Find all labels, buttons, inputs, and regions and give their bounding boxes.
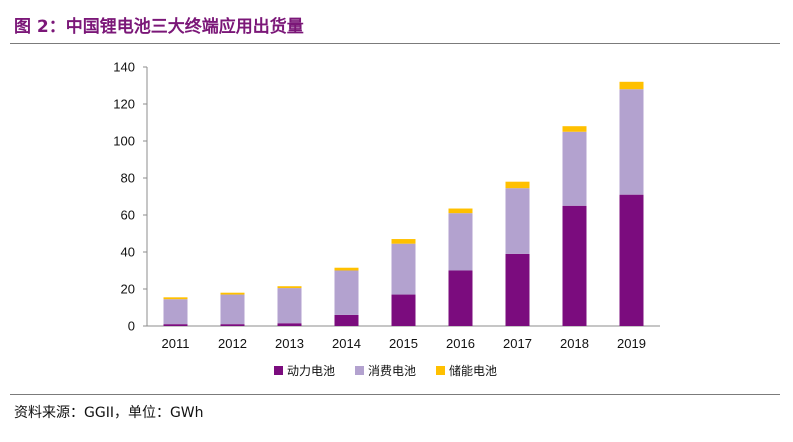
bar-segment (448, 213, 473, 271)
x-tick-label: 2019 (617, 336, 646, 351)
bar-segment (220, 324, 245, 326)
bar-segment (277, 286, 302, 289)
bar-segment (619, 81, 644, 90)
bar-segment (334, 267, 359, 271)
bar-segment (505, 188, 530, 254)
bar-segment (220, 292, 245, 295)
bar-segment (163, 297, 188, 300)
x-tick-label: 2018 (560, 336, 589, 351)
bar-segment (391, 239, 416, 244)
bottom-rule (10, 394, 780, 395)
bar-segment (220, 294, 245, 325)
bar-segment (505, 181, 530, 189)
bar-segment (562, 131, 587, 206)
bar-segment (334, 314, 359, 326)
bar-segment (391, 243, 416, 295)
x-tick-label: 2016 (446, 336, 475, 351)
x-tick-label: 2011 (162, 336, 190, 351)
y-tick-label: 60 (121, 208, 135, 223)
bar-segment (619, 194, 644, 326)
bar-segment (562, 205, 587, 326)
bar-segment (619, 89, 644, 195)
plot-area: 0 20 40 60 80 100 120 140 2011 2012 2013 2014 2015 20… (113, 60, 660, 351)
legend: 动力电池 消费电池 储能电池 (274, 363, 497, 378)
x-tick-label: 2017 (503, 336, 532, 351)
y-tick-label: 140 (113, 60, 135, 75)
bar-segment (562, 126, 587, 132)
legend-swatch (436, 366, 445, 375)
legend-swatch (274, 366, 283, 375)
x-tick-label: 2014 (332, 336, 361, 351)
y-tick-label: 40 (121, 245, 135, 260)
bar-segment (277, 323, 302, 326)
x-tick-label: 2012 (218, 336, 247, 351)
y-tick-label: 120 (113, 97, 135, 112)
y-tick-label: 0 (128, 319, 135, 334)
bar-segment (163, 299, 188, 325)
top-rule (10, 43, 780, 44)
bar-segment (505, 253, 530, 326)
legend-label: 储能电池 (449, 363, 497, 378)
y-tick-label: 20 (121, 282, 135, 297)
legend-label: 动力电池 (287, 364, 335, 378)
bar-segment (448, 208, 473, 214)
figure-title: 图 2：中国锂电池三大终端应用出货量 (14, 17, 304, 37)
bar-segment (277, 288, 302, 324)
bar-segment (448, 270, 473, 326)
bar-segment (334, 270, 359, 315)
stacked-bar-chart: 0 20 40 60 80 100 120 140 2011 2012 2013 2014 2015 20… (113, 60, 660, 378)
legend-swatch (355, 366, 364, 375)
bar-segment (163, 324, 188, 326)
legend-label: 消费电池 (368, 364, 416, 378)
x-tick-label: 2015 (389, 336, 418, 351)
y-tick-label: 80 (121, 171, 135, 186)
bar-segment (391, 294, 416, 326)
x-tick-label: 2013 (275, 336, 304, 351)
y-tick-label: 100 (113, 134, 135, 149)
source-note: 资料来源：GGII，单位：GWh (14, 405, 204, 421)
